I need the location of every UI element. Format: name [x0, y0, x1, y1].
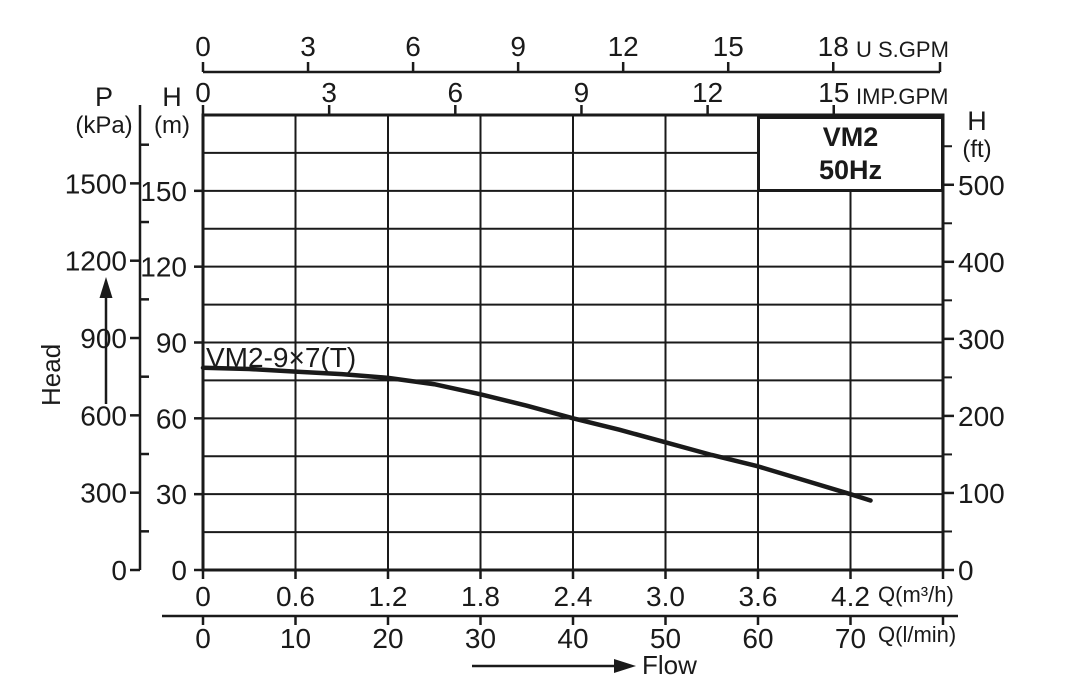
p-kpa-tick-label: 0 [111, 555, 127, 586]
model-name: VM2 [822, 122, 879, 153]
q-lmin-tick-label: 40 [557, 623, 588, 654]
q-lmin-tick-label: 50 [650, 623, 681, 654]
p-axis-unit: (kPa) [75, 112, 133, 139]
imp-gpm-tick-label: 3 [321, 77, 337, 108]
head-arrow-head [99, 277, 113, 298]
p-kpa-tick-label: 1200 [65, 246, 127, 277]
q-m3h-tick-label: 2.4 [554, 581, 593, 612]
imp-gpm-tick-label: 6 [448, 77, 464, 108]
p-kpa-tick-label: 1500 [65, 168, 127, 199]
h-m-tick-label: 120 [140, 252, 187, 283]
p-kpa-tick-label: 600 [80, 400, 127, 431]
curve-label: VM2-9×7(T) [206, 342, 357, 373]
h-ft-tick-label: 300 [958, 324, 1005, 355]
h-m-axis-letter: H [162, 82, 182, 112]
us-gpm-axis-title: U S.GPM [856, 37, 949, 62]
us-gpm-tick-label: 18 [818, 31, 849, 62]
us-gpm-tick-label: 6 [405, 31, 421, 62]
imp-gpm-tick-label: 9 [574, 77, 590, 108]
h-m-tick-label: 0 [171, 555, 187, 586]
us-gpm-tick-label: 15 [713, 31, 744, 62]
q-m3h-tick-label: 3.0 [646, 581, 685, 612]
flow-axis-annotation: Flow [642, 650, 697, 680]
h-ft-tick-label: 500 [958, 170, 1005, 201]
p-axis-letter: P [94, 82, 113, 112]
us-gpm-tick-label: 3 [300, 31, 316, 62]
p-kpa-tick-label: 300 [80, 478, 127, 509]
h-m-tick-label: 30 [156, 479, 187, 510]
us-gpm-tick-label: 12 [608, 31, 639, 62]
us-gpm-tick-label: 0 [195, 31, 211, 62]
q-m3h-axis-title: Q(m³/h) [878, 582, 954, 607]
h-ft-tick-label: 100 [958, 478, 1005, 509]
q-m3h-tick-label: 1.2 [369, 581, 408, 612]
imp-gpm-tick-label: 15 [818, 77, 849, 108]
p-kpa-tick-label: 900 [80, 323, 127, 354]
q-lmin-tick-label: 30 [465, 623, 496, 654]
q-m3h-tick-label: 1.8 [461, 581, 500, 612]
flow-arrow-head [614, 659, 636, 673]
q-lmin-tick-label: 10 [280, 623, 311, 654]
h-m-tick-label: 90 [156, 328, 187, 359]
h-ft-axis-unit: (ft) [962, 136, 992, 163]
us-gpm-tick-label: 9 [510, 31, 526, 62]
h-ft-axis-letter: H [967, 106, 987, 136]
imp-gpm-tick-label: 12 [692, 77, 723, 108]
pump-curve [200, 365, 873, 503]
q-m3h-tick-label: 3.6 [739, 581, 778, 612]
h-m-tick-label: 60 [156, 403, 187, 434]
q-m3h-tick-label: 0.6 [276, 581, 315, 612]
model-box: VM2 50Hz [757, 116, 944, 192]
q-lmin-tick-label: 0 [195, 623, 211, 654]
q-lmin-tick-label: 20 [372, 623, 403, 654]
h-ft-tick-label: 400 [958, 247, 1005, 278]
imp-gpm-axis-title: IMP.GPM [856, 84, 949, 109]
head-axis-annotation: Head [36, 343, 66, 406]
q-lmin-axis-title: Q(l/min) [878, 622, 957, 647]
model-frequency: 50Hz [818, 155, 883, 185]
h-m-tick-label: 150 [140, 176, 187, 207]
imp-gpm-tick-label: 0 [195, 77, 211, 108]
h-m-axis-unit: (m) [154, 112, 190, 139]
h-ft-tick-label: 0 [958, 555, 974, 586]
h-ft-tick-label: 200 [958, 401, 1005, 432]
q-m3h-tick-label: 4.2 [831, 581, 870, 612]
q-lmin-tick-label: 60 [742, 623, 773, 654]
q-lmin-tick-label: 70 [835, 623, 866, 654]
q-m3h-tick-label: 0 [195, 581, 211, 612]
